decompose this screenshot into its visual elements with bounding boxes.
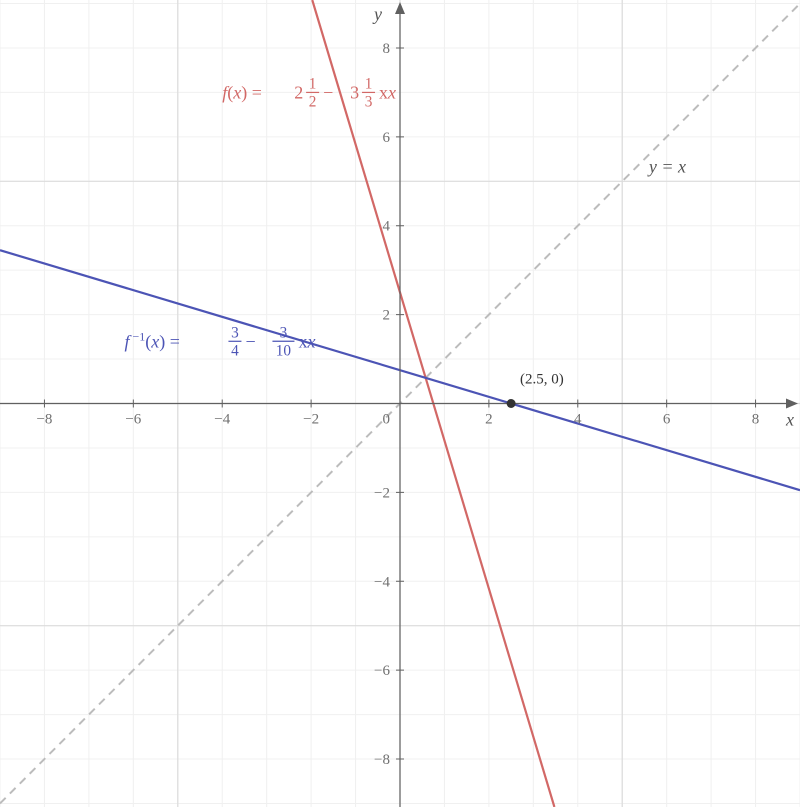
y-tick-label: 2	[383, 308, 391, 324]
y-tick-label: 8	[383, 41, 391, 57]
svg-text:f(x) =: f(x) =	[222, 82, 262, 103]
y-tick-label: −4	[374, 574, 390, 590]
x-tick-label: 8	[752, 412, 760, 428]
point-label: (2.5, 0)	[520, 372, 564, 388]
svg-text:2: 2	[294, 82, 303, 102]
svg-text:y = x: y = x	[647, 156, 686, 176]
svg-text:3: 3	[350, 82, 359, 102]
plotted-point	[507, 399, 516, 408]
y-tick-label: 4	[383, 219, 391, 235]
coordinate-plot: xy−8−6−4−22468−8−6−4−224680(2.5, 0)y = x…	[0, 0, 800, 807]
y-tick-label: −6	[374, 663, 390, 679]
svg-text:x: x	[298, 331, 307, 351]
svg-text:4: 4	[231, 342, 239, 359]
x-tick-label: 4	[574, 412, 582, 428]
x-tick-label: 2	[485, 412, 493, 428]
chart-container: xy−8−6−4−22468−8−6−4−224680(2.5, 0)y = x…	[0, 0, 800, 807]
svg-text:1: 1	[309, 75, 317, 92]
y-tick-label: 6	[383, 130, 391, 146]
x-tick-label: −8	[36, 412, 52, 428]
x-tick-label: −2	[303, 412, 319, 428]
svg-text:3: 3	[231, 324, 239, 341]
x-tick-label: 6	[663, 412, 671, 428]
svg-text:3: 3	[365, 93, 373, 110]
svg-text:x: x	[379, 82, 388, 102]
y-axis-label: y	[372, 4, 382, 24]
svg-text:10: 10	[276, 342, 292, 359]
origin-label: 0	[383, 412, 391, 428]
svg-text:−: −	[323, 82, 333, 102]
svg-text:3: 3	[280, 324, 288, 341]
series-label-identity: y = x	[647, 156, 686, 176]
y-tick-label: −2	[374, 485, 390, 501]
x-tick-label: −4	[214, 412, 230, 428]
svg-text:1: 1	[365, 75, 373, 92]
x-axis-label: x	[785, 410, 794, 430]
svg-text:x: x	[306, 331, 315, 351]
svg-text:x: x	[387, 82, 396, 102]
y-tick-label: −8	[374, 752, 390, 768]
svg-text:2: 2	[309, 93, 317, 110]
svg-text:−: −	[245, 331, 255, 351]
x-tick-label: −6	[125, 412, 141, 428]
